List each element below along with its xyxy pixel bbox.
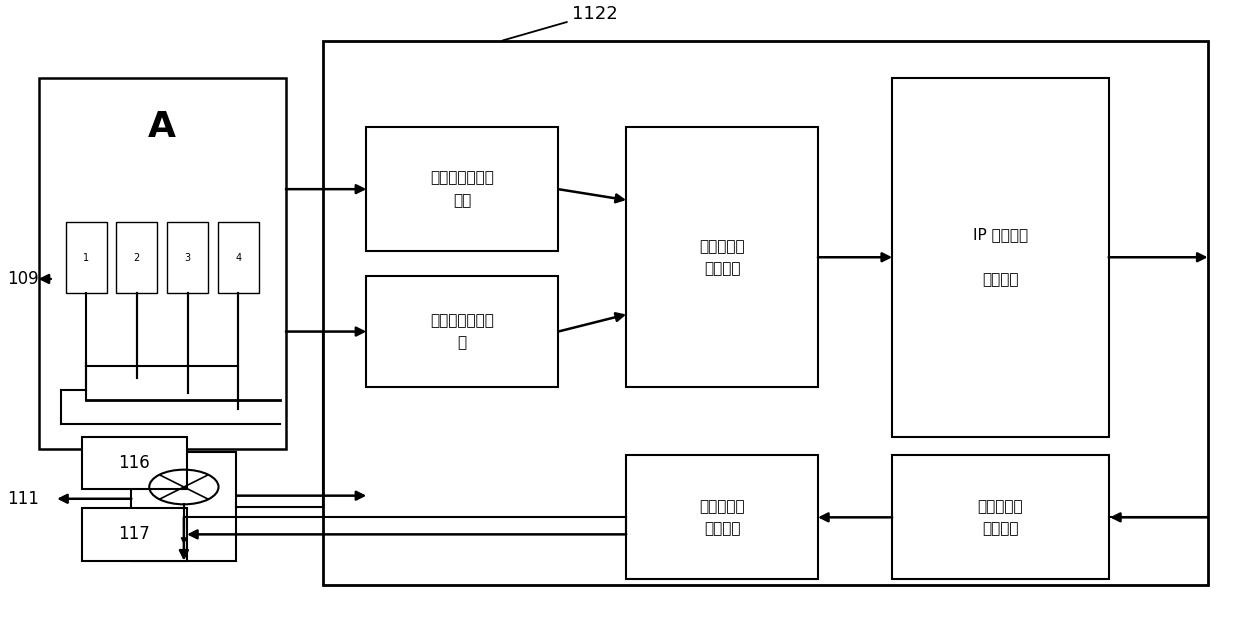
Text: 3: 3 xyxy=(185,253,191,263)
Bar xyxy=(167,222,208,293)
Bar xyxy=(366,276,558,388)
Text: 脉冲信号编
码转换器: 脉冲信号编 码转换器 xyxy=(699,238,745,276)
Text: 控制信号遥
控发射器: 控制信号遥 控发射器 xyxy=(699,499,745,536)
Bar xyxy=(38,77,286,449)
Text: 空调电表脉冲计
数器: 空调电表脉冲计 数器 xyxy=(430,170,495,208)
Text: 水流量脉冲计数
器: 水流量脉冲计数 器 xyxy=(430,313,495,350)
Bar xyxy=(893,77,1109,437)
Bar xyxy=(131,452,237,561)
Bar xyxy=(893,456,1109,579)
Bar xyxy=(626,127,818,388)
Text: 117: 117 xyxy=(119,525,150,544)
Bar xyxy=(66,222,107,293)
Bar xyxy=(626,456,818,579)
Bar xyxy=(324,41,1208,585)
Text: 111: 111 xyxy=(7,490,40,508)
Bar xyxy=(218,222,259,293)
Bar xyxy=(366,127,558,251)
Text: 2: 2 xyxy=(134,253,140,263)
Text: 1122: 1122 xyxy=(502,5,618,41)
Text: A: A xyxy=(149,110,176,144)
Bar xyxy=(82,508,187,561)
Text: 控制信号接
收编码器: 控制信号接 收编码器 xyxy=(977,499,1023,536)
Bar xyxy=(117,222,157,293)
Text: IP 及测量信

号发生器: IP 及测量信 号发生器 xyxy=(973,228,1028,287)
Text: 116: 116 xyxy=(119,454,150,472)
Text: 109: 109 xyxy=(7,270,40,288)
Text: 1: 1 xyxy=(83,253,89,263)
Text: 4: 4 xyxy=(236,253,242,263)
Bar xyxy=(82,437,187,489)
